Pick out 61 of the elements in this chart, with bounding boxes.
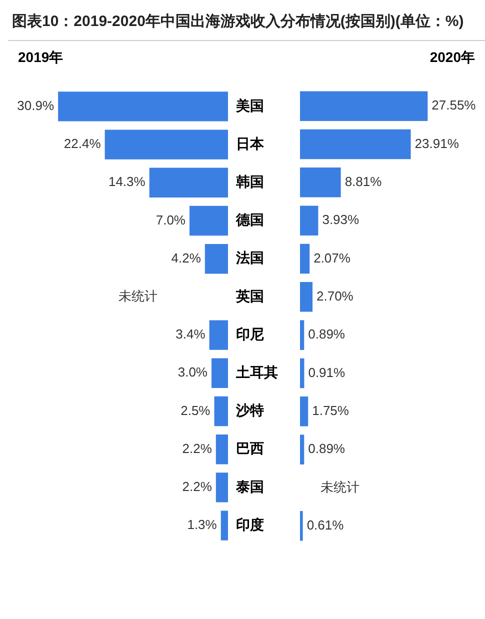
bar bbox=[300, 320, 304, 350]
bar bbox=[58, 92, 228, 122]
chart-title: 图表10：2019-2020年中国出海游戏收入分布情况(按国别)(单位：%) bbox=[8, 8, 485, 41]
data-label: 30.9% bbox=[17, 98, 54, 114]
data-label: 2.70% bbox=[316, 288, 354, 304]
data-label: 23.91% bbox=[414, 136, 460, 151]
bar bbox=[300, 396, 308, 426]
chart-subtitle: 2019年 bbox=[17, 49, 64, 67]
bar bbox=[190, 206, 228, 236]
data-label: 0.89% bbox=[308, 441, 346, 456]
bar bbox=[300, 511, 303, 541]
y-tick-label: 土耳其 bbox=[235, 364, 278, 380]
bar bbox=[209, 320, 228, 350]
bar bbox=[300, 244, 310, 274]
y-tick-label: 印尼 bbox=[236, 326, 264, 342]
bar bbox=[149, 168, 228, 198]
data-label: 27.55% bbox=[432, 98, 476, 113]
y-tick-label: 德国 bbox=[235, 212, 264, 228]
text: 未统计 bbox=[118, 288, 158, 304]
y-tick-label: 泰国 bbox=[235, 478, 264, 494]
data-label: 0.89% bbox=[308, 326, 346, 342]
bar bbox=[300, 282, 313, 312]
data-label: 0.91% bbox=[308, 364, 346, 380]
y-tick-label: 印度 bbox=[236, 516, 264, 532]
y-tick-label: 美国 bbox=[235, 97, 264, 114]
chart-title: 2020年 bbox=[428, 49, 476, 67]
bar bbox=[204, 244, 228, 274]
data-label: 2.5% bbox=[180, 402, 211, 418]
data-label: 8.81% bbox=[344, 174, 382, 189]
bar bbox=[300, 434, 304, 464]
data-label: 0.61% bbox=[306, 517, 344, 532]
data-label: 22.4% bbox=[64, 136, 102, 152]
y-tick-label: 法国 bbox=[235, 250, 264, 266]
data-label: 2.2% bbox=[182, 479, 212, 494]
y-tick-label: 英国 bbox=[235, 288, 264, 304]
bar bbox=[300, 91, 428, 121]
bar bbox=[104, 130, 228, 160]
y-tick-label: 日本 bbox=[236, 135, 265, 152]
data-label: 2.07% bbox=[314, 250, 351, 266]
bar bbox=[300, 129, 411, 160]
data-label: 2.2% bbox=[182, 440, 212, 456]
bar bbox=[300, 206, 318, 236]
bar bbox=[300, 358, 304, 388]
bar bbox=[214, 396, 228, 426]
bar bbox=[300, 168, 341, 198]
y-tick-label: 沙特 bbox=[235, 402, 264, 418]
bar bbox=[220, 510, 228, 540]
y-tick-label: 巴西 bbox=[236, 440, 264, 456]
y-tick-label: 韩国 bbox=[235, 174, 264, 190]
data-label: 3.0% bbox=[178, 364, 208, 380]
data-label: 4.2% bbox=[171, 250, 202, 266]
data-label: 1.75% bbox=[312, 402, 350, 418]
data-label: 3.4% bbox=[176, 326, 206, 342]
data-label: 7.0% bbox=[156, 212, 186, 228]
data-label: 3.93% bbox=[322, 212, 360, 228]
data-label: 1.3% bbox=[187, 517, 218, 532]
bar bbox=[216, 434, 228, 464]
bar bbox=[216, 472, 228, 502]
text: 未统计 bbox=[320, 479, 360, 494]
bar bbox=[212, 358, 228, 388]
data-label: 14.3% bbox=[108, 174, 146, 190]
